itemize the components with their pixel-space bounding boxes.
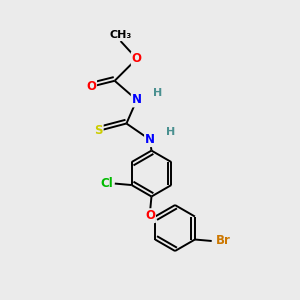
Text: Cl: Cl xyxy=(100,177,113,190)
Text: O: O xyxy=(86,80,96,93)
Text: S: S xyxy=(94,124,103,137)
Text: O: O xyxy=(132,52,142,65)
Text: CH₃: CH₃ xyxy=(110,30,132,40)
Text: N: N xyxy=(145,133,155,146)
Text: H: H xyxy=(166,127,175,137)
Text: H: H xyxy=(153,88,162,98)
Text: methoxy: methoxy xyxy=(116,38,122,39)
Text: O: O xyxy=(145,209,155,222)
Text: Br: Br xyxy=(216,235,231,248)
Text: N: N xyxy=(132,93,142,106)
